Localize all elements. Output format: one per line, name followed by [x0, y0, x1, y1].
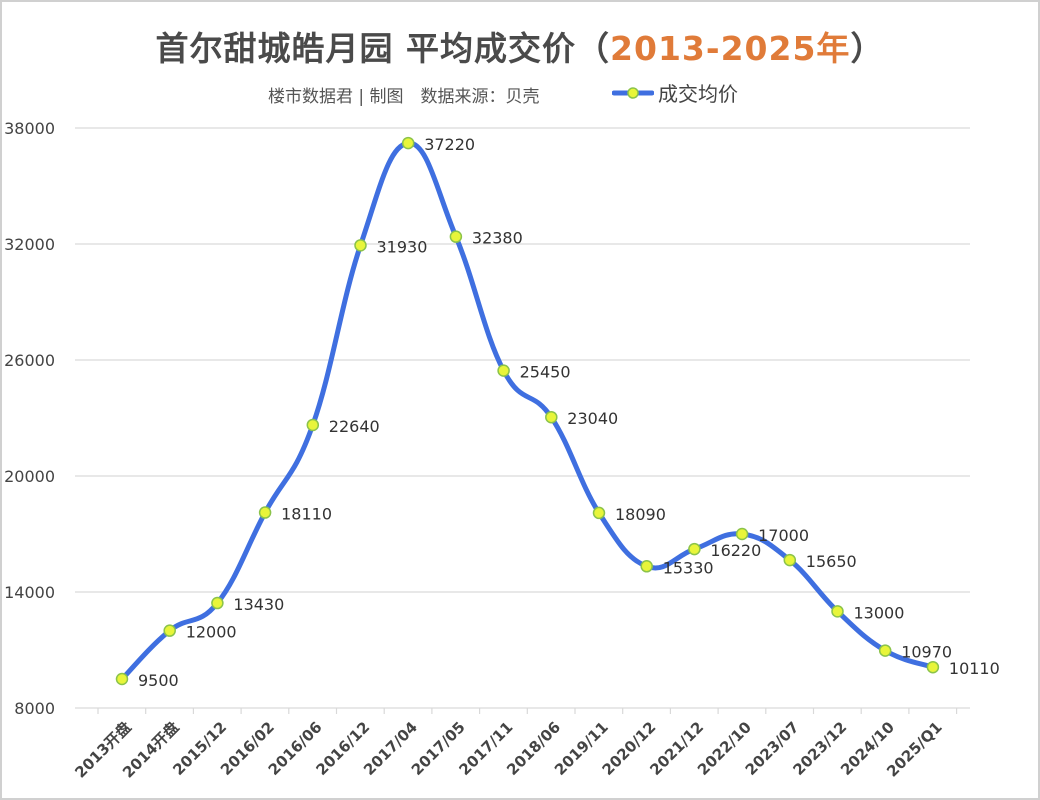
data-point-marker — [545, 410, 558, 424]
y-tick-label: 8000 — [14, 699, 55, 718]
data-value-label: 10970 — [901, 643, 952, 662]
chart-title: 首尔甜城皓月园 平均成交价（2013-2025年） — [0, 22, 1040, 70]
title-main: 首尔甜城皓月园 平均成交价（ — [155, 29, 611, 68]
data-value-label: 32380 — [472, 229, 523, 248]
data-value-label: 15650 — [806, 552, 857, 571]
data-point-marker — [449, 230, 463, 243]
legend-line-marker-icon — [612, 86, 654, 99]
y-tick-label: 20000 — [4, 467, 55, 486]
y-tick-label: 38000 — [4, 119, 55, 138]
data-point-marker — [115, 672, 129, 686]
data-value-label: 22640 — [329, 417, 380, 436]
chart-subtitle: 楼市数据君 | 制图 数据来源：贝壳 — [268, 87, 540, 107]
data-value-label: 15330 — [663, 558, 714, 577]
data-point-marker — [211, 596, 224, 610]
y-axis: 8000 14000 20000 26000 32000 38000 — [4, 119, 55, 718]
data-point-marker — [831, 605, 844, 618]
data-point-marker — [926, 660, 940, 674]
data-point-marker — [163, 624, 176, 637]
data-value-label: 12000 — [186, 623, 237, 642]
data-value-label: 13430 — [233, 595, 284, 614]
data-markers — [115, 136, 940, 686]
data-value-label: 31930 — [377, 237, 428, 256]
gridlines — [75, 127, 970, 709]
y-tick-label: 32000 — [4, 235, 55, 254]
data-point-marker — [878, 644, 892, 657]
data-value-label: 10110 — [949, 659, 1000, 678]
data-point-marker — [306, 418, 320, 432]
data-labels: 9500 12000 13430 18110 22640 31930 37220 32380 2… — [138, 135, 1000, 690]
data-value-label: 25450 — [520, 363, 571, 382]
data-value-label: 16220 — [710, 541, 761, 560]
legend-label: 成交均价 — [658, 82, 738, 106]
data-point-marker — [497, 364, 510, 377]
data-value-label: 13000 — [854, 603, 905, 622]
data-value-label: 9500 — [138, 671, 179, 690]
data-value-label: 18090 — [615, 505, 666, 524]
title-year-range: 2013-2025年 — [610, 29, 851, 68]
data-point-marker — [783, 553, 797, 567]
data-point-marker — [401, 136, 415, 150]
y-tick-label: 26000 — [4, 351, 55, 370]
data-point-marker — [688, 542, 701, 556]
data-value-label: 37220 — [424, 135, 475, 154]
data-point-marker — [640, 560, 653, 573]
x-axis: 2013开盘2014开盘2015/122016/022016/062016/12… — [71, 708, 958, 782]
data-value-label: 17000 — [758, 526, 809, 545]
y-tick-label: 14000 — [4, 583, 55, 602]
data-point-marker — [258, 506, 272, 519]
data-point-marker — [354, 239, 367, 252]
data-point-marker — [592, 506, 606, 520]
title-end: ） — [850, 29, 885, 68]
legend: 成交均价 — [612, 78, 738, 107]
data-value-label: 23040 — [567, 409, 618, 428]
data-value-label: 18110 — [281, 505, 332, 524]
data-point-marker — [735, 527, 749, 541]
